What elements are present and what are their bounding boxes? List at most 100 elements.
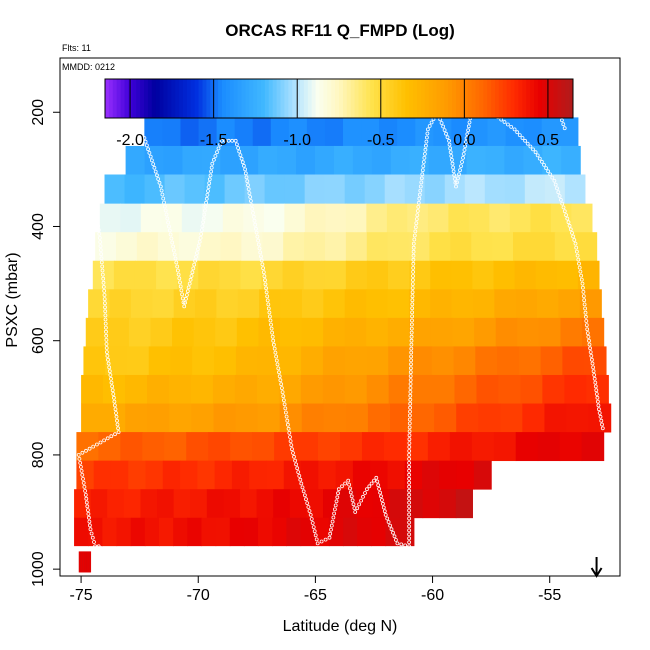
flight-track-point (252, 218, 257, 223)
flight-track-point (269, 326, 274, 331)
flight-track-point (93, 204, 98, 209)
flight-track-point (329, 527, 333, 532)
flight-track-point (113, 407, 118, 412)
flight-track-point (160, 192, 165, 197)
heatmap-cell (439, 460, 458, 490)
heatmap-cell (562, 346, 585, 376)
flight-track-point (584, 323, 589, 328)
heatmap-cell (517, 317, 540, 347)
heatmap-cell (344, 317, 367, 347)
flight-track-point (184, 293, 189, 297)
flight-track-point (103, 321, 108, 326)
heatmap-cell (561, 145, 581, 175)
heatmap-cell (328, 517, 344, 547)
flight-track-point (283, 410, 288, 415)
heatmap-cell (383, 432, 407, 462)
heatmap-cell (85, 317, 108, 347)
heatmap-cell (409, 145, 430, 175)
heatmap-cell (550, 203, 572, 233)
heatmap-cell (541, 117, 561, 147)
colorbar-swatch (323, 79, 328, 118)
colorbar-swatch (147, 79, 153, 118)
flight-track-point (412, 237, 417, 242)
heatmap-cell (110, 460, 129, 490)
flight-track-point (81, 476, 85, 481)
flight-track-point (163, 208, 168, 213)
y-tick-label: 600 (30, 327, 47, 354)
heatmap-cell (484, 174, 506, 205)
heatmap-cell (144, 145, 165, 175)
heatmap-cell (120, 203, 142, 233)
flight-track-point (96, 544, 101, 549)
colorbar-swatch (502, 79, 508, 118)
heatmap-cell (450, 232, 472, 262)
heatmap-cell (371, 145, 392, 175)
flight-track-point (346, 478, 351, 483)
flight-track-point (407, 437, 412, 442)
flight-track-point (170, 240, 175, 245)
flight-track-point (576, 257, 581, 262)
flight-track-point (275, 362, 280, 367)
flight-track-point (517, 133, 522, 138)
x-tick-label: -70 (187, 587, 210, 604)
flight-track-point (409, 350, 414, 355)
flight-track-point (581, 285, 585, 290)
heatmap-cell (192, 346, 215, 376)
y-axis-label: PSXC (mbar) (4, 252, 21, 347)
flight-track-point (296, 470, 301, 475)
heatmap-cell (279, 317, 303, 347)
flight-track-point (559, 197, 563, 202)
flight-track-point (167, 228, 172, 233)
flight-track-point (256, 242, 261, 247)
flight-track-point (169, 236, 174, 241)
flight-track-point (410, 282, 415, 287)
heatmap-cell (263, 203, 285, 233)
flight-track-point (259, 258, 264, 263)
heatmap-cell (284, 203, 306, 233)
flight-track-point (336, 487, 341, 492)
heatmap-cell (322, 346, 346, 376)
heatmap-cell (162, 117, 182, 147)
flight-track-point (407, 488, 412, 493)
heatmap-cell (288, 117, 308, 147)
heatmap-cell (223, 489, 241, 519)
heatmap-cell (367, 403, 391, 433)
flight-track-point (330, 519, 335, 524)
flight-track-point (581, 289, 586, 294)
flight-track-point (463, 144, 468, 149)
flight-track-point (175, 264, 180, 269)
heatmap-cell (180, 460, 198, 490)
heatmap-cell (476, 374, 500, 404)
flight-track-point (421, 160, 426, 164)
heatmap-cell (76, 432, 99, 462)
flight-track-point (382, 509, 387, 514)
flight-track-point (409, 354, 414, 359)
flight-track-point (146, 147, 151, 152)
flight-track-point (599, 418, 604, 423)
flight-track-point (451, 165, 456, 170)
colorbar-tick-label: 0.0 (453, 132, 475, 149)
colorbar-swatch (128, 79, 133, 118)
heatmap-cell (301, 346, 324, 376)
colorbar-swatch (198, 79, 203, 118)
flight-track-point (114, 411, 118, 415)
flight-track-point (199, 232, 204, 236)
heatmap-cell (289, 489, 308, 519)
heatmap-cell (493, 432, 517, 462)
colorbar-swatch (495, 79, 500, 118)
heatmap-cell (125, 145, 146, 175)
colorbar-swatch (268, 79, 274, 118)
heatmap-cell (252, 117, 272, 147)
flight-track-point (374, 475, 379, 480)
flight-track-point (407, 492, 412, 497)
flight-track-point (407, 500, 412, 505)
heatmap-cell (304, 232, 326, 262)
flight-track-point (236, 146, 241, 150)
heatmap-cell (325, 203, 347, 233)
flight-track-point (596, 399, 600, 404)
flight-track-point (419, 180, 424, 185)
flight-track-point (153, 169, 158, 174)
flight-track-point (116, 430, 121, 435)
flight-track-point (155, 173, 159, 178)
colorbar-swatch (151, 79, 157, 118)
